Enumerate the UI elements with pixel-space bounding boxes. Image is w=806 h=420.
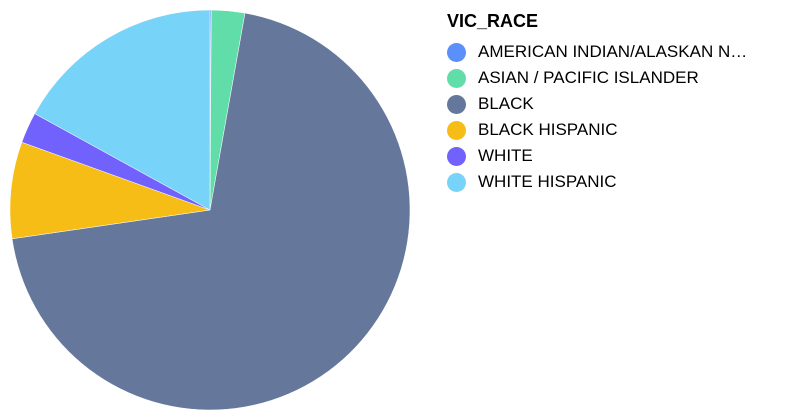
- legend-swatch-icon: [447, 146, 466, 166]
- legend-label: ASIAN / PACIFIC ISLANDER: [478, 68, 699, 87]
- legend-label: WHITE HISPANIC: [478, 172, 617, 191]
- pie-slice-white-hispanic[interactable]: [34, 9, 211, 211]
- legend: VIC_RACE AMERICAN INDIAN/ALASKAN N… ASIAN…: [447, 9, 797, 195]
- legend-item[interactable]: BLACK HISPANIC: [447, 117, 797, 143]
- pie-slices: [9, 9, 411, 411]
- legend-item[interactable]: AMERICAN INDIAN/ALASKAN N…: [447, 39, 797, 65]
- legend-item[interactable]: BLACK: [447, 91, 797, 117]
- pie-slice-black-hispanic[interactable]: [9, 141, 211, 240]
- legend-label: BLACK HISPANIC: [478, 120, 618, 139]
- legend-item[interactable]: ASIAN / PACIFIC ISLANDER: [447, 65, 797, 91]
- legend-title: VIC_RACE: [447, 11, 539, 31]
- pie-slice-black[interactable]: [11, 12, 411, 411]
- legend-label: WHITE: [478, 146, 533, 165]
- legend-swatch-icon: [447, 42, 466, 62]
- legend-items: AMERICAN INDIAN/ALASKAN N… ASIAN / PACIFI…: [447, 39, 797, 195]
- legend-label: AMERICAN INDIAN/ALASKAN N…: [478, 42, 748, 61]
- legend-swatch-icon: [447, 94, 466, 114]
- legend-swatch-icon: [447, 68, 466, 88]
- legend-swatch-icon: [447, 120, 466, 140]
- legend-item[interactable]: WHITE HISPANIC: [447, 169, 797, 195]
- legend-swatch-icon: [447, 172, 466, 192]
- legend-item[interactable]: WHITE: [447, 143, 797, 169]
- legend-label: BLACK: [478, 94, 534, 113]
